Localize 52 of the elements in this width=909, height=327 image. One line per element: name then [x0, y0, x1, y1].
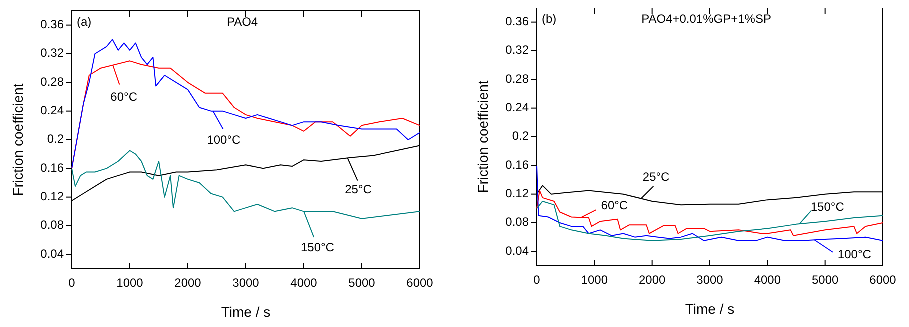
legend-label: 60°C: [601, 198, 628, 213]
annotation: (a): [77, 15, 92, 29]
x-tick-label: 2000: [174, 276, 202, 290]
x-tick-label: 0: [68, 276, 76, 290]
y-tick-label: 0.24: [506, 100, 530, 115]
y-tick-label: 0.36: [40, 18, 64, 32]
x-tick-label: 1000: [581, 273, 608, 288]
x-tick-label: 3000: [696, 273, 724, 288]
line-series: [536, 190, 884, 236]
y-tick-label: 0.04: [506, 244, 530, 258]
y-tick-label: 0.16: [506, 158, 530, 172]
x-tick-label: 6000: [870, 273, 897, 288]
x-tick-label: 4000: [290, 276, 318, 290]
x-tick-label: 5000: [348, 276, 376, 290]
y-tick-label: 0.28: [506, 72, 530, 86]
x-tick-label: 5000: [812, 273, 840, 288]
y-tick-label: 0.04: [40, 246, 64, 261]
legend-label: 100°C: [207, 132, 242, 147]
y-tick-label: 0.2: [47, 132, 64, 146]
y-tick-label: 0.36: [506, 14, 530, 29]
legend-label: 150°C: [300, 240, 335, 254]
y-tick-label: 0.28: [40, 74, 64, 89]
chart-title: PAO4+0.01%GP+1%SP: [642, 12, 772, 26]
y-axis-title: Friction coefficient: [475, 80, 491, 194]
series-label: 150°C: [810, 200, 845, 214]
y-tick-label: 0.16: [40, 160, 64, 175]
legend-label: 100°C: [838, 247, 872, 262]
y-tick-label: 0.08: [506, 215, 530, 230]
y-tick-label: 0.2: [512, 129, 530, 144]
line-series: [72, 150, 420, 220]
x-tick-label: 4000: [754, 273, 782, 288]
x-axis-title: Time / s: [685, 301, 735, 317]
x-axis-title: Time / s: [221, 304, 271, 320]
annotation: (b): [542, 12, 557, 26]
x-tick-label: 6000: [406, 276, 434, 290]
line-series: [72, 39, 420, 170]
line-series: [536, 201, 884, 242]
y-tick-label: 0.24: [40, 104, 64, 118]
legend-label: 25°C: [345, 182, 372, 196]
x-tick-label: 0: [534, 273, 541, 288]
y-tick-label: 0.32: [40, 46, 64, 60]
x-tick-label: 2000: [638, 273, 666, 288]
series-label: 25°C: [642, 170, 670, 184]
x-tick-label: 3000: [232, 276, 260, 290]
y-tick-label: 0.08: [40, 218, 64, 232]
y-tick-label: 0.12: [40, 190, 64, 204]
legend-label: 60°C: [110, 90, 138, 104]
y-tick-label: 0.32: [506, 43, 530, 58]
x-tick-label: 1000: [116, 276, 144, 290]
y-tick-label: 0.12: [506, 186, 530, 201]
y-axis-title: Friction coefficient: [10, 84, 26, 196]
chart-title: PAO4: [226, 15, 258, 29]
